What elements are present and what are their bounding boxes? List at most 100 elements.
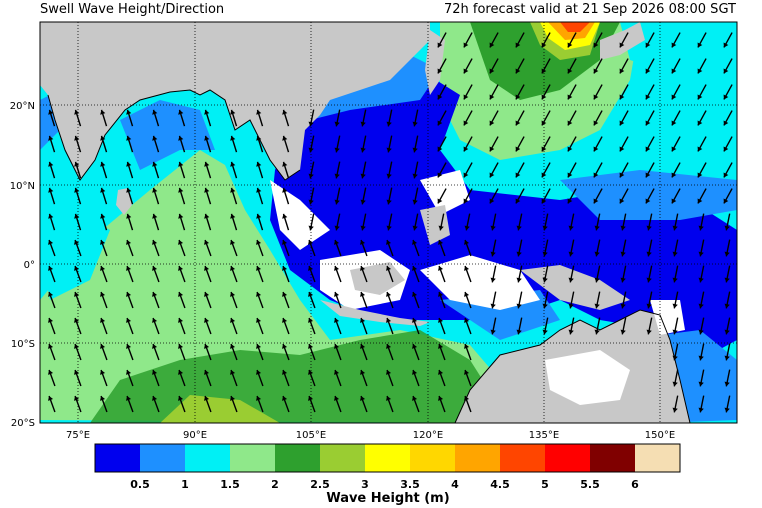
direction-arrow [74,291,82,309]
colorbar-tick-label: 6 [631,478,639,491]
lat-tick-label: 10°N [10,181,35,192]
direction-arrow [723,136,733,152]
direction-arrow [282,239,290,257]
direction-arrow [437,110,447,126]
direction-arrow [698,317,705,335]
direction-arrow [723,58,733,74]
direction-arrow [437,136,447,152]
direction-arrow [256,317,264,335]
direction-arrow [334,109,341,127]
direction-arrow [334,239,342,257]
direction-arrow [100,187,108,205]
direction-arrow [724,395,731,413]
direction-arrow [463,136,473,152]
direction-arrow [178,369,186,387]
direction-arrow [152,395,160,413]
colorbar-swatch [635,444,680,472]
direction-arrow [489,84,499,100]
direction-arrow [360,109,367,127]
direction-arrow [386,343,394,361]
direction-arrow [646,317,653,335]
direction-arrow [515,84,525,100]
direction-arrow [619,188,629,204]
direction-arrow [516,239,523,257]
direction-arrow [230,291,238,309]
colorbar-swatch [320,444,365,472]
direction-arrow [568,317,575,335]
direction-arrow [646,291,653,309]
direction-arrow [256,213,264,231]
direction-arrow [723,110,733,126]
direction-arrow [438,343,446,361]
direction-arrow [541,110,551,126]
direction-arrow [204,395,212,413]
wave-height-colorbar: 0.5 1 1.5 2 2.5 3 3.5 4 4.5 5 5.5 6 [94,443,681,491]
direction-arrow [308,369,316,387]
direction-arrow [645,32,655,48]
direction-arrow [178,395,186,413]
direction-arrow [334,265,342,283]
direction-arrow [515,162,525,178]
direction-arrow [204,291,212,309]
direction-arrow [697,32,707,48]
direction-arrow [360,239,368,257]
direction-arrow [48,369,56,387]
direction-arrow [308,187,315,205]
direction-arrow [619,136,629,152]
direction-arrow [567,136,577,152]
direction-arrow [724,317,731,335]
direction-arrow [672,369,679,387]
direction-arrow [568,265,575,283]
direction-arrow [230,395,238,413]
map-area [40,22,737,423]
direction-arrow [100,343,108,361]
direction-arrow [541,188,551,204]
direction-arrow [100,109,108,127]
direction-arrow [723,188,733,204]
direction-arrow [697,110,707,126]
direction-arrow [464,291,472,309]
direction-arrow [464,213,471,231]
direction-arrow [724,343,731,361]
direction-arrow [672,395,679,413]
direction-arrow [463,84,473,100]
lat-tick-label: 20°S [11,418,35,429]
direction-arrow [126,161,134,179]
lat-tick-label: 10°S [11,339,35,350]
direction-arrow [256,187,264,205]
direction-arrow [256,135,264,153]
direction-arrow [412,369,420,387]
direction-arrow [100,239,108,257]
direction-arrow [437,32,447,48]
direction-arrow [645,58,655,74]
direction-arrow [386,187,393,205]
colorbar-swatch [500,444,545,472]
direction-arrow [594,239,601,257]
direction-arrow [126,135,134,153]
direction-arrow [412,213,419,231]
direction-arrow [541,32,551,48]
direction-arrow [672,343,679,361]
direction-arrow [74,213,82,231]
direction-arrow [516,265,523,283]
direction-arrow [204,161,212,179]
direction-arrow [74,109,82,127]
direction-arrow [515,32,525,48]
direction-arrow [178,343,186,361]
direction-arrow [308,109,315,127]
direction-arrow [698,395,705,413]
direction-arrow [568,291,575,309]
direction-arrow [360,395,368,413]
direction-arrow [256,291,264,309]
direction-arrow [620,213,627,231]
direction-arrow [594,265,601,283]
direction-arrow [152,239,160,257]
direction-arrow [360,317,368,335]
direction-arrow [464,369,472,387]
direction-arrow [308,317,316,335]
direction-arrow [645,110,655,126]
direction-arrow [334,135,341,153]
direction-arrow [438,369,446,387]
direction-arrow [464,317,472,335]
direction-arrow [100,265,108,283]
